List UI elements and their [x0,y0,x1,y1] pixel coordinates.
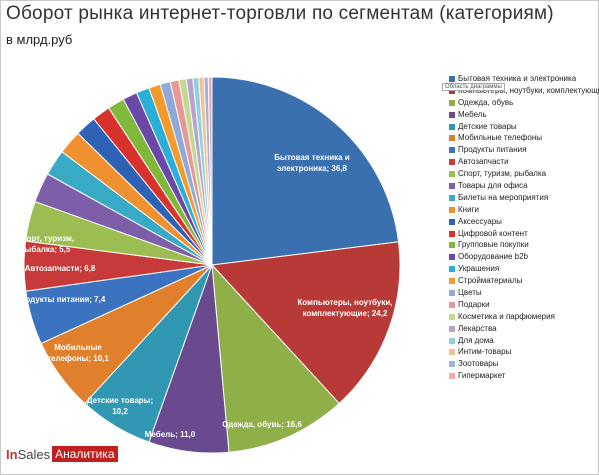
brand-logo-part2: Sales [17,446,51,462]
legend-label: Подарки [458,299,490,309]
slice-data-label: Автозапчасти; 6,8 [25,264,96,273]
legend-swatch [449,111,455,118]
legend-item: Цветы [449,287,599,299]
pie-slice[interactable] [211,76,400,266]
legend-label: Автозапчасти [458,157,509,167]
legend-item: Автозапчасти [449,156,599,168]
legend-item: Одежда, обувь [449,97,599,109]
legend-item: Продукты питания [449,144,599,156]
slice-data-label: Мебель; 11,0 [145,430,196,439]
legend-label: Компьютеры, ноутбуки, комплектующие [458,85,599,95]
legend-item: Групповые покупки [449,239,599,251]
legend-label: Мебель [458,109,487,119]
legend-label: Продукты питания [458,145,527,155]
legend-swatch [449,194,455,201]
legend-swatch [449,337,455,344]
legend-item: Оборудование b2b [449,251,599,263]
legend-swatch [449,123,455,130]
legend-swatch [449,182,455,189]
legend-label: Цветы [458,288,482,298]
legend-item: Стройматериалы [449,275,599,287]
legend-swatch [449,135,455,142]
legend-label: Гипермаркет [458,371,506,381]
legend-item: Товары для офиса [449,180,599,192]
legend-swatch [449,313,455,320]
legend-swatch [449,349,455,356]
slice-data-label: Мобильные телефоны; 10,1 [47,343,109,363]
legend-swatch [449,361,455,368]
slice-data-label: Детские товары; 10,2 [87,396,153,416]
legend-item: Билеты на мероприятия [449,192,599,204]
brand-logo: In Sales Аналитика [6,446,118,462]
slice-data-label: Одежда, обувь; 16,6 [222,420,302,429]
pie-slice[interactable] [207,76,213,266]
legend-item: Аксессуары [449,216,599,228]
legend-swatch [449,206,455,213]
legend-item: Бытовая техника и электроника [449,73,599,85]
chart-area-tooltip: Область диаграммы [442,83,505,91]
legend-item: Книги [449,204,599,216]
legend-item: Цифровой контент [449,228,599,240]
legend-item: Детские товары [449,121,599,133]
legend-swatch [449,99,455,106]
slice-data-label: Компьютеры, ноутбуки, комплектующие; 24,2 [297,298,392,318]
pie-slice[interactable] [211,263,340,453]
legend-item: Гипермаркет [449,370,599,382]
slice-data-label: Бытовая техника и электроника; 36,8 [274,153,350,173]
legend-label: Стройматериалы [458,276,523,286]
legend-swatch [449,373,455,380]
legend-swatch [449,266,455,273]
legend-item: Для дома [449,335,599,347]
pie-slice[interactable] [210,241,401,405]
slice-data-label: Спорт, туризм, рыбалка; 5,5 [16,234,74,254]
legend-label: Детские товары [458,121,517,131]
legend-item: Спорт, туризм, рыбалка [449,168,599,180]
brand-logo-part1: In [6,446,18,462]
legend-item: Лекарства [449,323,599,335]
chart-subtitle: в млрд.руб [6,32,73,47]
legend-label: Оборудование b2b [458,252,528,262]
legend-label: Украшения [458,264,500,274]
legend-swatch [449,278,455,285]
legend-swatch [449,159,455,166]
legend-swatch [449,242,455,249]
legend-label: Бытовая техника и электроника [458,74,577,83]
legend-label: Интим-товары [458,347,512,357]
legend-swatch [449,230,455,237]
legend-item: Мобильные телефоны [449,132,599,144]
legend-swatch [449,289,455,296]
legend-label: Цифровой контент [458,228,528,238]
legend-label: Билеты на мероприятия [458,192,549,202]
legend-swatch [449,147,455,154]
legend-swatch [449,325,455,332]
legend-label: Лекарства [458,323,497,333]
chart-legend: Бытовая техника и электроника Компьютеры,… [449,73,599,382]
slice-data-label: Продукты питания; 7,4 [15,295,106,304]
legend-label: Одежда, обувь [458,97,514,107]
legend-label: Спорт, туризм, рыбалка [458,169,547,179]
legend-label: Книги [458,204,479,214]
legend-swatch [449,75,455,82]
legend-swatch [449,301,455,308]
legend-item: Интим-товары [449,346,599,358]
legend-label: Зоотовары [458,359,499,369]
legend-label: Для дома [458,335,494,345]
brand-logo-tag: Аналитика [52,446,118,462]
legend-swatch [449,254,455,261]
legend-label: Мобильные телефоны [458,133,543,143]
legend-item: Подарки [449,299,599,311]
legend-item: Зоотовары [449,358,599,370]
legend-label: Групповые покупки [458,240,529,250]
legend-label: Аксессуары [458,216,502,226]
legend-swatch [449,218,455,225]
legend-label: Косметика и парфюмерия [458,311,555,321]
chart-title: Оборот рынка интернет-торговли по сегмен… [6,3,554,24]
legend-item: Украшения [449,263,599,275]
legend-item: Мебель [449,109,599,121]
legend-item: Косметика и парфюмерия [449,311,599,323]
legend-swatch [449,171,455,178]
legend-label: Товары для офиса [458,181,528,191]
